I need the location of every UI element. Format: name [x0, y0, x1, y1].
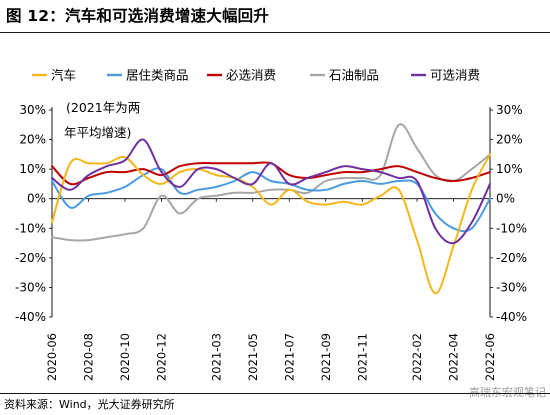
- series-line: [51, 138, 491, 245]
- y-tick-label-left: 0%: [27, 192, 46, 206]
- y-tick-label-left: -10%: [15, 221, 46, 235]
- legend-label: 汽车: [51, 68, 76, 83]
- x-tick-label: 2021-07: [282, 333, 296, 381]
- x-tick-label: 2022-02: [410, 333, 424, 381]
- source-note: 资料来源：Wind，光大证券研究所: [4, 398, 175, 411]
- x-tick-label: 2022-06: [483, 333, 497, 381]
- legend-label: 必选消费: [226, 68, 276, 83]
- series-line: [51, 123, 491, 242]
- y-tick-label-right: 10%: [496, 162, 523, 176]
- y-tick-label-left: 10%: [19, 162, 46, 176]
- y-tick-label-left: 20%: [19, 133, 46, 147]
- title-rule: [0, 32, 550, 33]
- legend-label: 可选消费: [430, 68, 480, 83]
- y-tick-label-left: -20%: [15, 251, 46, 265]
- series-line: [51, 153, 491, 295]
- figure-title: 图 12：汽车和可选消费增速大幅回升: [6, 7, 270, 25]
- legend-label: 居住类商品: [126, 68, 189, 83]
- y-tick-label-left: -40%: [15, 310, 46, 324]
- annotation-line-2: 年平均增速): [64, 125, 131, 140]
- x-tick-label: 2020-08: [82, 333, 96, 381]
- y-tick-label-right: 20%: [496, 133, 523, 147]
- x-tick-label: 2021-03: [209, 333, 223, 381]
- x-tick-label: 2021-11: [355, 333, 369, 381]
- x-tick-label: 2021-09: [319, 333, 333, 381]
- y-tick-label-left: 30%: [19, 103, 46, 117]
- y-tick-label-right: -10%: [496, 221, 527, 235]
- y-tick-label-right: 30%: [496, 103, 523, 117]
- source-rule: [0, 393, 550, 394]
- x-tick-label: 2020-10: [118, 333, 132, 381]
- x-tick-label: 2021-05: [246, 333, 260, 381]
- x-tick-label: 2022-04: [447, 333, 461, 381]
- annotation-line-1: (2021年为两: [66, 100, 140, 115]
- series-line: [51, 167, 491, 233]
- watermark: 高瑞东宏观笔记: [469, 386, 546, 399]
- x-tick-label: 2020-06: [45, 333, 59, 381]
- y-tick-label-right: -40%: [496, 310, 527, 324]
- y-tick-label-right: -20%: [496, 251, 527, 265]
- legend-label: 石油制品: [329, 68, 379, 83]
- x-tick-label: 2020-12: [155, 333, 169, 381]
- y-tick-label-left: -30%: [15, 280, 46, 294]
- y-tick-label-right: 0%: [496, 192, 515, 206]
- y-tick-label-right: -30%: [496, 280, 527, 294]
